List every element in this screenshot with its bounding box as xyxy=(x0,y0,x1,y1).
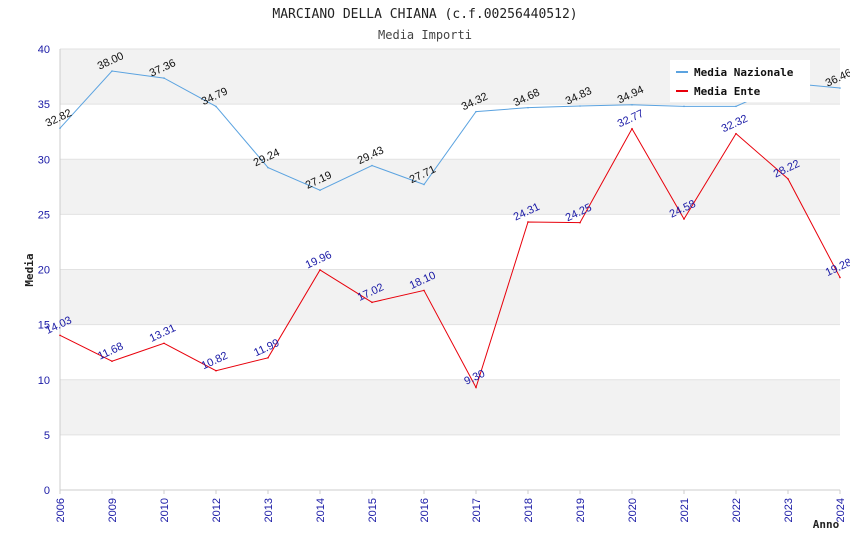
x-tick-label: 2024 xyxy=(835,498,847,522)
data-point xyxy=(319,269,321,271)
data-point xyxy=(163,77,165,79)
data-point xyxy=(267,357,269,359)
data-point xyxy=(579,221,581,224)
x-tick-label: 2016 xyxy=(419,498,431,522)
x-tick-label: 2010 xyxy=(159,498,171,522)
data-point xyxy=(579,105,581,107)
data-point xyxy=(163,342,165,345)
x-tick-label: 2021 xyxy=(679,498,691,522)
data-point xyxy=(371,164,373,167)
data-point xyxy=(735,132,737,135)
grid-band xyxy=(60,324,840,380)
x-tick-label: 2019 xyxy=(575,498,587,522)
data-point xyxy=(111,70,113,72)
x-tick-label: 2022 xyxy=(731,498,743,522)
x-tick-label: 2015 xyxy=(367,498,379,522)
x-tick-label: 2023 xyxy=(783,498,795,522)
series-line-media-nazionale xyxy=(59,70,841,191)
x-tick-label: 2014 xyxy=(315,498,327,522)
data-point xyxy=(371,301,373,304)
x-tick-label: 2020 xyxy=(627,498,639,522)
grid-band xyxy=(60,269,840,325)
x-tick-label: 2013 xyxy=(263,498,275,522)
data-point xyxy=(631,103,633,106)
chart-title: MARCIANO DELLA CHIANA (c.f.00256440512) xyxy=(272,7,577,22)
data-point xyxy=(475,386,477,389)
grid-band xyxy=(60,434,840,490)
y-tick-label: 10 xyxy=(38,375,50,387)
legend-label: Media Ente xyxy=(694,85,761,98)
data-point xyxy=(59,334,61,337)
y-axis-label: Media xyxy=(23,253,36,286)
series-line-media-ente xyxy=(59,127,841,389)
x-tick-label: 2012 xyxy=(211,498,223,522)
data-point xyxy=(59,127,61,129)
y-tick-label: 0 xyxy=(44,485,50,497)
data-point xyxy=(683,105,685,108)
data-point xyxy=(631,127,633,130)
data-point xyxy=(787,178,789,180)
y-tick-label: 5 xyxy=(44,430,50,442)
x-axis-label: Anno xyxy=(813,518,840,531)
x-tick-label: 2006 xyxy=(55,498,67,522)
y-tick-label: 40 xyxy=(38,44,50,56)
y-tick-label: 30 xyxy=(38,154,50,166)
y-tick-label: 35 xyxy=(38,99,50,111)
data-point xyxy=(319,189,321,192)
data-point xyxy=(423,183,425,186)
grid-band xyxy=(60,159,840,215)
data-point xyxy=(215,105,217,108)
data-point xyxy=(683,218,685,220)
x-tick-label: 2009 xyxy=(107,498,119,522)
grid-band xyxy=(60,104,840,160)
y-tick-label: 20 xyxy=(38,265,50,277)
y-tick-label: 15 xyxy=(38,320,50,332)
data-point xyxy=(111,360,113,363)
data-point xyxy=(475,110,477,113)
legend-label: Media Nazionale xyxy=(694,66,794,79)
grid-band xyxy=(60,379,840,435)
chart-subtitle: Media Importi xyxy=(378,28,472,42)
data-point xyxy=(527,221,529,223)
data-point xyxy=(735,105,737,108)
data-point xyxy=(839,87,841,89)
data-point xyxy=(527,106,529,109)
grid-band xyxy=(60,214,840,270)
x-tick-label: 2018 xyxy=(523,498,535,522)
data-point xyxy=(215,369,217,372)
x-tick-label: 2017 xyxy=(471,498,483,522)
data-point xyxy=(267,166,269,169)
legend-box xyxy=(670,60,810,102)
data-point xyxy=(839,276,841,279)
y-tick-label: 25 xyxy=(38,209,50,221)
data-point xyxy=(423,289,425,292)
